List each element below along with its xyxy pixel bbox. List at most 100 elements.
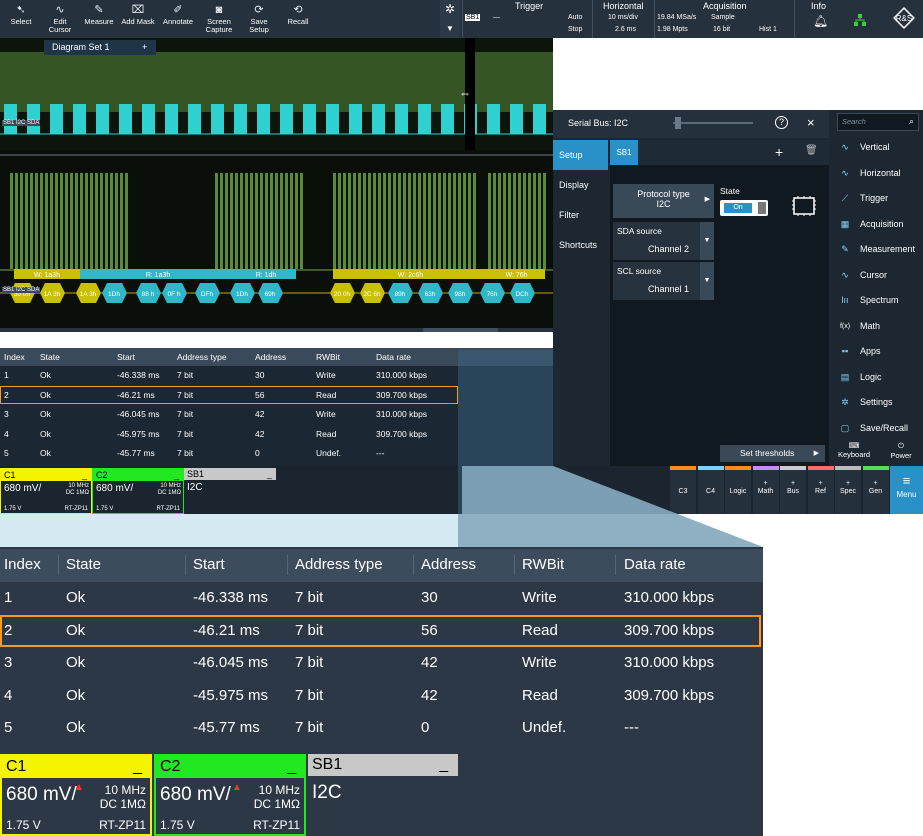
scl-pulse <box>65 173 68 269</box>
select-button[interactable]: ➷ Select <box>2 0 40 38</box>
decode-table-mini[interactable]: Index State Start Address type Address R… <box>0 348 553 466</box>
edit-cursor-button[interactable]: ∿ Edit Cursor <box>42 0 78 38</box>
horizontal-resize-icon[interactable]: ⇔ <box>459 86 471 100</box>
bottom-ref-button[interactable]: + Ref <box>807 466 834 514</box>
add-bus-button[interactable]: + <box>775 144 784 160</box>
help-icon[interactable]: ? <box>775 116 788 129</box>
tab-shortcuts[interactable]: Shortcuts <box>559 240 598 250</box>
close-icon[interactable]: × <box>807 115 815 130</box>
nav-item-measurement[interactable]: ✎ Measurement <box>829 237 923 262</box>
set-thresholds-button[interactable]: Set thresholds ▶ <box>720 445 825 462</box>
minimize-c1-button[interactable]: _ <box>81 470 87 480</box>
scl-pulse <box>245 173 248 269</box>
trigger-panel[interactable]: Trigger SB1 — Auto Stop <box>462 0 592 38</box>
tab-display[interactable]: Display <box>559 180 589 190</box>
acquisition-icon: ▦ <box>840 218 850 229</box>
scl-source-select[interactable]: SCL source Channel 1 ▼ <box>613 262 714 300</box>
nav-item-spectrum[interactable]: lıı Spectrum <box>829 288 923 313</box>
nav-item-apps[interactable]: ▪▪ Apps <box>829 339 923 364</box>
lower-trace-label: SB1 I2C SDA <box>2 287 41 293</box>
minimize-c2-button[interactable]: _ <box>173 470 179 480</box>
keyboard-button[interactable]: ⌨ Keyboard <box>829 441 879 466</box>
bottom-spec-button[interactable]: + Spec <box>835 466 861 514</box>
transparency-slider[interactable] <box>673 122 753 124</box>
scl-pulse <box>125 173 128 269</box>
bottom-math-button[interactable]: + Math <box>752 466 779 514</box>
table-row[interactable]: 3 Ok -46.045 ms 7 bit 42 Write 310.000 kbps <box>4 654 715 672</box>
trigger-icon: ⟋ <box>841 193 849 203</box>
nav-item-horizontal[interactable]: ∿ Horizontal <box>829 161 923 186</box>
search-input[interactable]: Search ⌕ <box>837 113 919 131</box>
power-button[interactable]: ⏻ Power <box>881 441 921 466</box>
table-row[interactable]: 2 Ok -46.21 ms 7 bit 56 Read 309.700 kbps <box>0 385 458 404</box>
gear-icon: ✲ <box>444 2 456 16</box>
protocol-type-button[interactable]: Protocol type I2C ▶ <box>613 184 714 218</box>
horizontal-panel[interactable]: Horizontal 10 ms/div 2.6 ms <box>592 0 654 38</box>
serial-bus-dialog[interactable]: Serial Bus: I2C ? × Setup Display Filter… <box>553 110 829 466</box>
minimize-c2-button[interactable]: _ <box>287 758 296 775</box>
measure-button[interactable]: ✎ Measure <box>80 0 118 38</box>
add-diagram-button[interactable]: + <box>142 42 148 52</box>
nav-item-trigger[interactable]: ⟋ Trigger <box>829 186 923 211</box>
scl-pulse <box>463 173 466 269</box>
byte-label: 0F h <box>167 291 180 298</box>
info-panel[interactable]: Info 🔔︎ <box>794 0 842 38</box>
tab-setup[interactable]: Setup <box>553 140 608 170</box>
menu-button[interactable]: ≡ Menu <box>890 466 923 514</box>
nav-item-logic[interactable]: ▤ Logic <box>829 365 923 390</box>
table-row[interactable]: 4 Ok -45.975 ms 7 bit 42 Read 309.700 kbps <box>4 686 715 704</box>
nav-item-vertical[interactable]: ∿ Vertical <box>829 135 923 160</box>
nav-item-acquisition[interactable]: ▦ Acquisition <box>829 212 923 237</box>
bottom-c3-button[interactable]: C3 <box>670 466 696 514</box>
byte-label: 1A 3h <box>44 291 61 298</box>
channel-c1-card[interactable]: C1 _ 680 mV/ 10 MHz DC 1MΩ 1.75 V RT-ZP11 <box>0 468 92 514</box>
save-setup-button[interactable]: ⟳ Save Setup <box>240 0 278 38</box>
nav-item-saverecall[interactable]: ▢ Save/Recall <box>829 416 923 441</box>
table-row[interactable]: 1 Ok -46.338 ms 7 bit 30 Write 310.000 kbps <box>4 589 715 606</box>
state-toggle[interactable]: On <box>720 200 768 216</box>
scl-pulse <box>300 173 303 269</box>
nav-item-math[interactable]: f(x) Math <box>829 314 923 339</box>
table-row[interactable]: 4 Ok -45.975 ms 7 bit 42 Read 309.700 kbps <box>4 428 428 439</box>
minimize-sb1-button[interactable]: _ <box>439 756 448 773</box>
scl-pulse <box>230 173 233 269</box>
nav-item-cursor[interactable]: ∿ Cursor <box>829 263 923 288</box>
screen-capture-button[interactable]: ◙ Screen Capture <box>198 0 240 38</box>
bottom-bus-button[interactable]: + Bus <box>780 466 806 514</box>
trash-icon[interactable]: 🗑︎ <box>805 145 818 156</box>
decode-table-zoomed[interactable]: Index State Start Address type Address R… <box>0 547 763 836</box>
tab-sb1[interactable]: SB1 <box>610 140 638 165</box>
scl-pulse <box>45 173 48 269</box>
horizontal-icon: ∿ <box>841 167 849 178</box>
nav-item-settings[interactable]: ✲ Settings <box>829 390 923 415</box>
trigger-marker[interactable] <box>465 38 475 150</box>
network-icon[interactable] <box>852 12 868 28</box>
settings-dropdown[interactable]: ✲ ▼ <box>440 0 460 38</box>
table-row[interactable]: 5 Ok -45.77 ms 7 bit 0 Undef. --- <box>4 719 639 737</box>
zoom-channel-c2-card[interactable]: C2 _ 680 mV/ ▲ 10 MHz DC 1MΩ 1.75 V RT-ZP1… <box>154 754 306 836</box>
bus-sb1-card[interactable]: SB1 _ I2C <box>184 468 276 493</box>
recall-button[interactable]: ⟲ Recall <box>280 0 316 38</box>
add-mask-button[interactable]: ⌧ Add Mask <box>118 0 158 38</box>
table-row[interactable]: 2 Ok -46.21 ms 7 bit 56 Read 309.700 kbps <box>0 614 761 648</box>
bottom-logic-button[interactable]: Logic <box>725 466 751 514</box>
bottom-gen-button[interactable]: + Gen <box>862 466 889 514</box>
minimize-c1-button[interactable]: _ <box>133 758 142 775</box>
tab-filter[interactable]: Filter <box>559 210 579 220</box>
slider-handle[interactable] <box>675 117 681 129</box>
table-row[interactable]: 1 Ok -46.338 ms 7 bit 30 Write 310.000 kbps <box>4 370 428 380</box>
sda-source-select[interactable]: SDA source Channel 2 ▼ <box>613 222 714 260</box>
zoom-bus-sb1-card[interactable]: SB1 _ I2C <box>308 754 458 803</box>
diagram-tab[interactable]: Diagram Set 1 + <box>44 40 156 55</box>
table-row[interactable]: 5 Ok -45.77 ms 7 bit 0 Undef. --- <box>4 448 385 458</box>
channel-c2-card[interactable]: C2 _ 680 mV/ 10 MHz DC 1MΩ 1.75 V RT-ZP11 <box>92 468 184 514</box>
zoom-channel-c1-card[interactable]: C1 _ 680 mV/ ▲ 10 MHz DC 1MΩ 1.75 V RT-ZP1… <box>0 754 152 836</box>
bottom-c4-button[interactable]: C4 <box>697 466 724 514</box>
chip-icon <box>790 194 818 218</box>
annotate-button[interactable]: ✐ Annotate <box>158 0 198 38</box>
info-title: Info <box>811 1 827 11</box>
table-row[interactable]: 3 Ok -46.045 ms 7 bit 42 Write 310.000 kbps <box>4 409 428 419</box>
waveform-area[interactable]: W: 1a3h R: 1a3h R: 1dh W: 2c6h W: 76h 30 0h 1… <box>0 38 553 332</box>
minimize-sb1-button[interactable]: _ <box>266 469 272 479</box>
acquisition-panel[interactable]: Acquisition 19.84 MSa/s Sample 1.98 Mpts… <box>654 0 784 38</box>
